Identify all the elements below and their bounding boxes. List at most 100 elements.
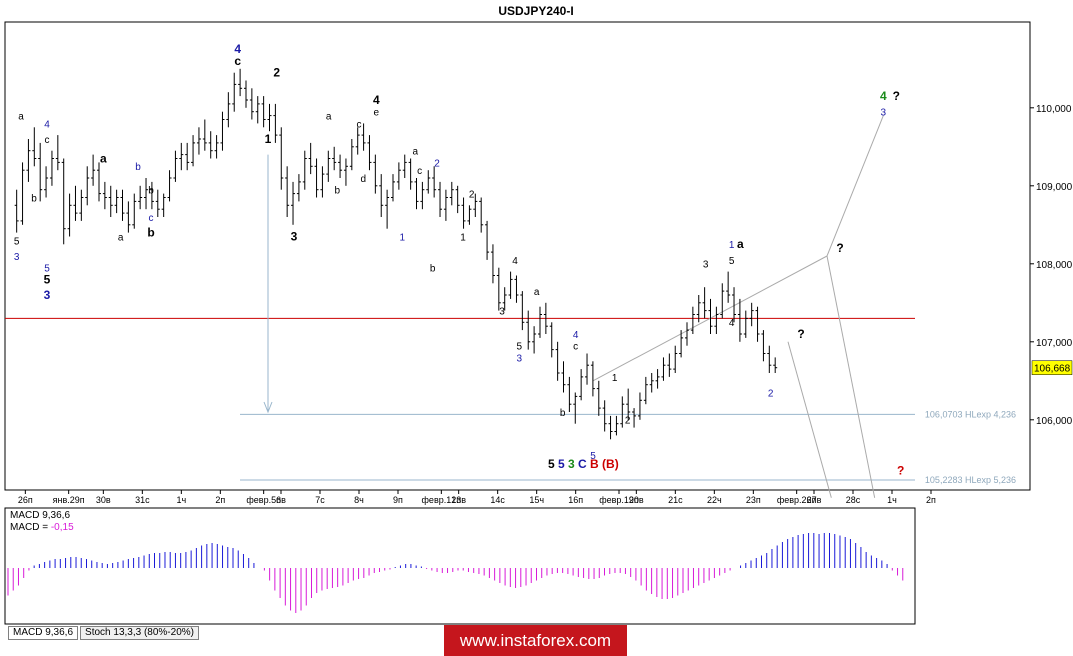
wave-label: 1 — [729, 240, 735, 251]
wave-label: c — [234, 54, 241, 68]
time-tick-label: 16п — [568, 495, 583, 505]
price-tick-label: 107,000 — [1036, 338, 1073, 349]
time-tick-label: февр.19п — [599, 495, 639, 505]
price-tick-label: 106,000 — [1036, 416, 1073, 427]
wave-label: 3 — [14, 252, 20, 263]
time-tick-label: февр.12п — [422, 495, 462, 505]
tab-macd[interactable]: MACD 9,36,6 — [8, 626, 79, 640]
wave-label: 3 — [703, 260, 709, 271]
last-price-label: 106,668 — [1034, 364, 1071, 375]
wave-labels: a4cb53553aabbcb4c213abc4edac21b2143a534c… — [14, 42, 904, 477]
time-tick-label: 23п — [746, 495, 761, 505]
wave-label: 4 — [573, 330, 579, 341]
macd-value: MACD = -0,15 — [10, 522, 74, 533]
time-tick-label: 7с — [315, 495, 325, 505]
main-plot-frame — [4, 21, 1031, 491]
wave-label: ? — [836, 241, 843, 255]
chart-title: USDJPY240-I — [498, 4, 573, 18]
wave-label: 4 — [729, 318, 735, 329]
wave-label: 4 — [234, 42, 241, 56]
time-tick-label: 15ч — [529, 495, 544, 505]
time-tick-label: 9п — [393, 495, 403, 505]
wave-label: C — [578, 457, 590, 471]
price-tick-label: 108,000 — [1036, 260, 1073, 271]
wave-label: 3 — [568, 457, 578, 471]
time-tick-label: 22ч — [707, 495, 722, 505]
tab-stoch[interactable]: Stoch 13,3,3 (80%-20%) — [80, 626, 199, 640]
wave-label: 2 — [768, 388, 774, 399]
wave-label: c — [45, 135, 50, 146]
target-arrow-head — [263, 401, 273, 414]
wave-label: a — [534, 287, 540, 298]
wave-label: d — [361, 174, 367, 185]
wave-label: 5 — [44, 264, 50, 275]
wave-label: 3 — [44, 288, 51, 302]
wave-label: 5 — [44, 272, 51, 286]
time-tick-label: 26п — [18, 495, 33, 505]
wave-label: a — [737, 237, 744, 251]
wave-label: 5 — [14, 236, 20, 247]
time-tick-label: 1ч — [887, 495, 897, 505]
time-tick-label: 6в — [276, 495, 286, 505]
time-tick-label: 28с — [846, 495, 861, 505]
time-tick-label: 2п — [215, 495, 225, 505]
wave-label: b — [430, 264, 436, 275]
time-tick-label: 20в — [629, 495, 644, 505]
wave-label: b — [135, 162, 141, 173]
wave-label: 4 — [880, 89, 887, 103]
time-tick-label: 31с — [135, 495, 150, 505]
wave-label: b — [148, 186, 154, 197]
wave-label: 4 — [512, 256, 518, 267]
wave-label: 5 — [558, 457, 568, 471]
macd-frame — [4, 507, 916, 625]
wave-label: 4 — [44, 119, 50, 130]
price-axis: 106,000 107,000 108,000 109,000 110,000 106,6… — [1030, 104, 1073, 427]
wave-label: 5 — [517, 342, 523, 353]
projection-line — [787, 341, 832, 498]
wave-label: 2 — [273, 66, 280, 80]
wave-label: 1 — [612, 373, 618, 384]
projection-line — [826, 255, 876, 498]
wave-label: 3 — [517, 353, 523, 364]
horizontal-levels: 106,0703 HLexp 4,236 105,2283 HLexp 5,236 — [5, 317, 1016, 485]
last-price-marker — [1031, 360, 1073, 375]
indicator-tabs: MACD 9,36,6 Stoch 13,3,3 (80%-20%) — [8, 626, 199, 640]
level-label: 105,2283 HLexp 5,236 — [925, 475, 1016, 485]
wave-label: b — [560, 408, 566, 419]
time-tick-label: 21с — [668, 495, 683, 505]
wave-label: 5 — [548, 457, 558, 471]
wave-label: 4 — [373, 93, 380, 107]
wave-label: b — [335, 186, 341, 197]
wave-label: 5 — [590, 451, 596, 462]
time-tick-label: 8ч — [354, 495, 364, 505]
brand-banner[interactable]: www.instaforex.com — [444, 625, 627, 656]
wave-label: 1 — [265, 132, 272, 146]
time-tick-label: 13в — [451, 495, 466, 505]
time-tick-label: 2п — [926, 495, 936, 505]
wave-label: a — [118, 232, 124, 243]
wave-label: c — [149, 213, 154, 224]
wave-label: 2 — [625, 416, 631, 427]
level-label: 106,0703 HLexp 4,236 — [925, 409, 1016, 419]
price-tick-label: 109,000 — [1036, 182, 1073, 193]
wave-label: 2 — [434, 158, 440, 169]
wave-label: a — [326, 112, 332, 123]
wave-label: 3 — [499, 307, 505, 318]
projection-line — [826, 115, 884, 257]
projection-line — [592, 255, 828, 382]
wave-label: 1 — [460, 232, 466, 243]
wave-label: c — [573, 342, 578, 353]
wave-label: ? — [897, 463, 904, 477]
wave-label: b — [147, 226, 154, 240]
wave-label: b — [31, 193, 37, 204]
wave-label: 5 — [729, 256, 735, 267]
macd-histogram — [7, 533, 904, 613]
wave-label: c — [417, 166, 422, 177]
wave-label: c — [357, 119, 362, 130]
wave-label: 2 — [469, 190, 475, 201]
time-tick-label: 14с — [490, 495, 505, 505]
projection-lines — [263, 115, 884, 498]
price-tick-label: 110,000 — [1036, 104, 1072, 115]
wave-label: ? — [797, 327, 804, 341]
